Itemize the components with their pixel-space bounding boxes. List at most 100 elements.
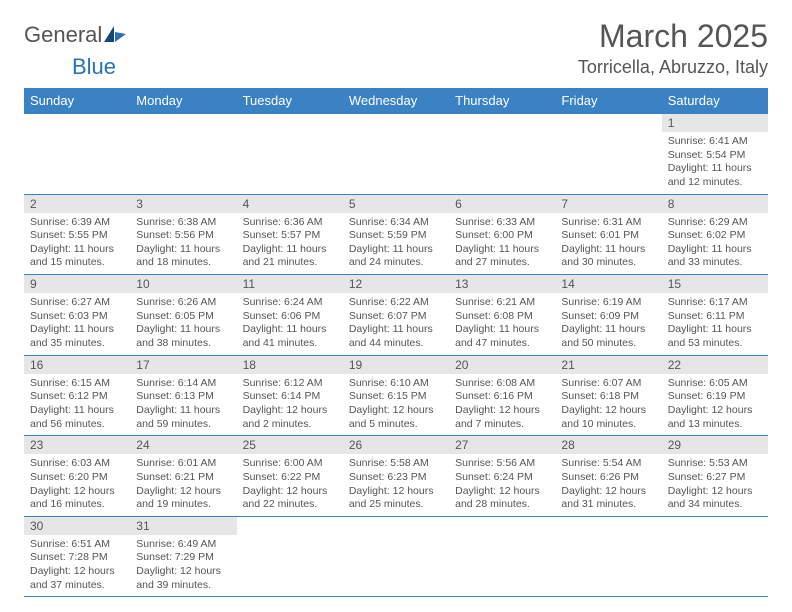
day-body: Sunrise: 6:12 AMSunset: 6:14 PMDaylight:… (237, 374, 343, 436)
day-line: and 31 minutes. (561, 498, 655, 512)
day-number: 12 (343, 275, 449, 293)
day-cell: 25Sunrise: 6:00 AMSunset: 6:22 PMDayligh… (237, 436, 343, 517)
col-saturday: Saturday (662, 88, 768, 114)
day-number: 3 (130, 195, 236, 213)
day-line: Sunrise: 6:34 AM (349, 216, 443, 230)
day-number: 24 (130, 436, 236, 454)
day-body: Sunrise: 6:38 AMSunset: 5:56 PMDaylight:… (130, 213, 236, 275)
day-line: Daylight: 11 hours (136, 243, 230, 257)
day-cell: 4Sunrise: 6:36 AMSunset: 5:57 PMDaylight… (237, 194, 343, 275)
day-line: Sunset: 6:20 PM (30, 471, 124, 485)
day-cell: 13Sunrise: 6:21 AMSunset: 6:08 PMDayligh… (449, 275, 555, 356)
day-line: Daylight: 11 hours (561, 323, 655, 337)
calendar-table: Sunday Monday Tuesday Wednesday Thursday… (24, 88, 768, 597)
col-friday: Friday (555, 88, 661, 114)
day-line: Sunset: 6:26 PM (561, 471, 655, 485)
day-line: and 37 minutes. (30, 579, 124, 593)
day-cell: 2Sunrise: 6:39 AMSunset: 5:55 PMDaylight… (24, 194, 130, 275)
day-line: and 53 minutes. (668, 337, 762, 351)
day-line: Sunrise: 6:29 AM (668, 216, 762, 230)
day-number: 22 (662, 356, 768, 374)
day-line: Daylight: 11 hours (455, 243, 549, 257)
day-line: Sunrise: 6:38 AM (136, 216, 230, 230)
day-line: Sunrise: 6:08 AM (455, 377, 549, 391)
day-line: Sunset: 6:22 PM (243, 471, 337, 485)
day-line: Sunrise: 6:21 AM (455, 296, 549, 310)
day-line: Sunset: 6:01 PM (561, 229, 655, 243)
day-cell: 19Sunrise: 6:10 AMSunset: 6:15 PMDayligh… (343, 355, 449, 436)
day-body: Sunrise: 6:01 AMSunset: 6:21 PMDaylight:… (130, 454, 236, 516)
col-monday: Monday (130, 88, 236, 114)
day-number: 23 (24, 436, 130, 454)
day-number: 7 (555, 195, 661, 213)
day-number: 2 (24, 195, 130, 213)
week-row: 30Sunrise: 6:51 AMSunset: 7:28 PMDayligh… (24, 516, 768, 597)
day-body: Sunrise: 6:07 AMSunset: 6:18 PMDaylight:… (555, 374, 661, 436)
day-cell (555, 516, 661, 597)
day-line: Sunset: 6:09 PM (561, 310, 655, 324)
day-line: Daylight: 12 hours (30, 485, 124, 499)
day-line: Daylight: 12 hours (243, 404, 337, 418)
day-number: 4 (237, 195, 343, 213)
day-line: Sunrise: 6:07 AM (561, 377, 655, 391)
day-body: Sunrise: 6:00 AMSunset: 6:22 PMDaylight:… (237, 454, 343, 516)
day-cell: 14Sunrise: 6:19 AMSunset: 6:09 PMDayligh… (555, 275, 661, 356)
header: General Blue March 2025 Torricella, Abru… (24, 18, 768, 80)
day-body: Sunrise: 6:51 AMSunset: 7:28 PMDaylight:… (24, 535, 130, 597)
day-line: Sunset: 6:21 PM (136, 471, 230, 485)
day-body: Sunrise: 6:41 AMSunset: 5:54 PMDaylight:… (662, 132, 768, 194)
day-cell: 21Sunrise: 6:07 AMSunset: 6:18 PMDayligh… (555, 355, 661, 436)
day-line: Sunset: 6:03 PM (30, 310, 124, 324)
day-number: 5 (343, 195, 449, 213)
day-number: 10 (130, 275, 236, 293)
day-line: Sunset: 5:59 PM (349, 229, 443, 243)
logo-word1: General (24, 22, 102, 47)
day-body: Sunrise: 6:17 AMSunset: 6:11 PMDaylight:… (662, 293, 768, 355)
day-line: Daylight: 12 hours (455, 485, 549, 499)
day-line: Daylight: 11 hours (349, 323, 443, 337)
day-line: Sunrise: 6:33 AM (455, 216, 549, 230)
day-line: Sunset: 6:02 PM (668, 229, 762, 243)
day-line: Sunrise: 6:15 AM (30, 377, 124, 391)
day-line: Sunrise: 6:01 AM (136, 457, 230, 471)
day-body: Sunrise: 6:19 AMSunset: 6:09 PMDaylight:… (555, 293, 661, 355)
day-cell (237, 516, 343, 597)
day-body: Sunrise: 6:49 AMSunset: 7:29 PMDaylight:… (130, 535, 236, 597)
day-line: Daylight: 12 hours (561, 485, 655, 499)
day-line: Sunrise: 6:03 AM (30, 457, 124, 471)
day-cell: 27Sunrise: 5:56 AMSunset: 6:24 PMDayligh… (449, 436, 555, 517)
day-line: Sunrise: 6:36 AM (243, 216, 337, 230)
day-number: 6 (449, 195, 555, 213)
day-cell: 28Sunrise: 5:54 AMSunset: 6:26 PMDayligh… (555, 436, 661, 517)
day-line: Daylight: 11 hours (30, 323, 124, 337)
day-line: Sunset: 5:56 PM (136, 229, 230, 243)
day-body: Sunrise: 6:15 AMSunset: 6:12 PMDaylight:… (24, 374, 130, 436)
day-line: Sunrise: 6:05 AM (668, 377, 762, 391)
day-line: Sunrise: 6:00 AM (243, 457, 337, 471)
day-line: Daylight: 12 hours (136, 565, 230, 579)
day-cell: 16Sunrise: 6:15 AMSunset: 6:12 PMDayligh… (24, 355, 130, 436)
day-cell: 1Sunrise: 6:41 AMSunset: 5:54 PMDaylight… (662, 114, 768, 195)
day-line: Sunrise: 6:49 AM (136, 538, 230, 552)
day-cell (130, 114, 236, 195)
day-cell (343, 516, 449, 597)
day-line: and 59 minutes. (136, 418, 230, 432)
col-sunday: Sunday (24, 88, 130, 114)
day-number: 11 (237, 275, 343, 293)
day-cell: 8Sunrise: 6:29 AMSunset: 6:02 PMDaylight… (662, 194, 768, 275)
day-line: Sunrise: 5:54 AM (561, 457, 655, 471)
day-line: Daylight: 12 hours (136, 485, 230, 499)
day-line: Daylight: 11 hours (349, 243, 443, 257)
day-body: Sunrise: 6:34 AMSunset: 5:59 PMDaylight:… (343, 213, 449, 275)
day-number: 18 (237, 356, 343, 374)
week-row: 1Sunrise: 6:41 AMSunset: 5:54 PMDaylight… (24, 114, 768, 195)
day-line: Sunset: 6:13 PM (136, 390, 230, 404)
day-cell (237, 114, 343, 195)
day-body: Sunrise: 5:58 AMSunset: 6:23 PMDaylight:… (343, 454, 449, 516)
week-row: 9Sunrise: 6:27 AMSunset: 6:03 PMDaylight… (24, 275, 768, 356)
day-line: Sunset: 5:54 PM (668, 149, 762, 163)
day-body: Sunrise: 6:39 AMSunset: 5:55 PMDaylight:… (24, 213, 130, 275)
day-body: Sunrise: 6:33 AMSunset: 6:00 PMDaylight:… (449, 213, 555, 275)
day-body: Sunrise: 6:05 AMSunset: 6:19 PMDaylight:… (662, 374, 768, 436)
day-line: and 30 minutes. (561, 256, 655, 270)
